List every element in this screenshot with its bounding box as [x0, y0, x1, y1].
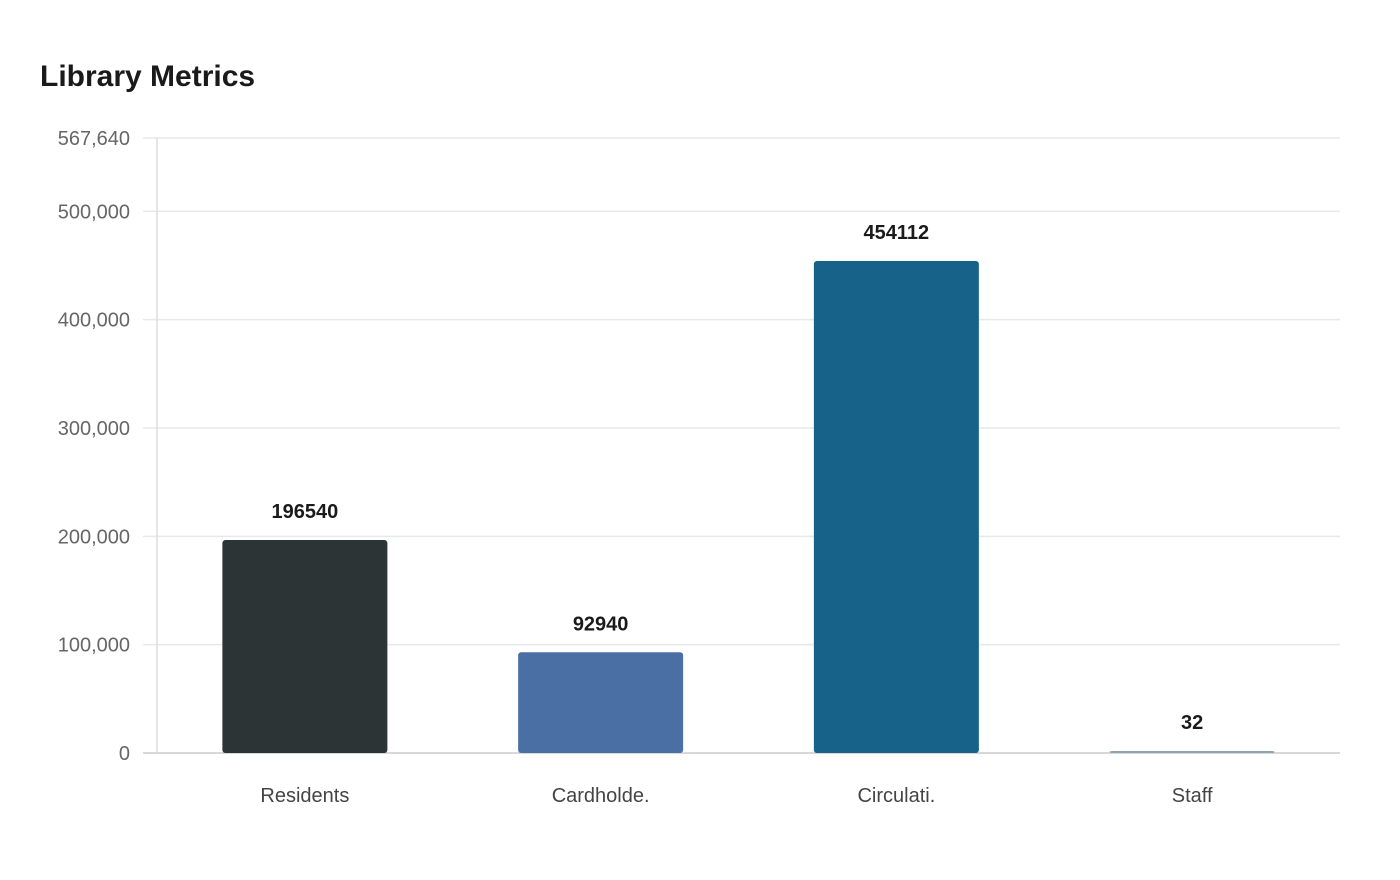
bar-cardholde [518, 652, 684, 753]
x-tick-label: Staff [1172, 785, 1213, 807]
x-tick-label: Residents [260, 785, 349, 807]
y-tick-label: 0 [119, 743, 130, 765]
y-tick-label: 200,000 [58, 526, 130, 548]
bar-circulati [813, 261, 979, 753]
chart-title: Library Metrics [40, 60, 256, 93]
x-tick-label: Cardholde. [552, 785, 650, 807]
y-tick-label: 300,000 [58, 418, 130, 440]
data-label: 196540 [272, 501, 339, 523]
bar-residents [222, 540, 388, 753]
x-tick-label: Circulati. [857, 785, 935, 807]
y-tick-label: 100,000 [58, 635, 130, 657]
y-tick-label: 500,000 [58, 201, 130, 223]
data-label: 32 [1181, 712, 1203, 734]
data-label: 92940 [573, 613, 629, 635]
y-tick-label: 567,640 [58, 128, 130, 150]
data-label: 454112 [864, 222, 930, 244]
bar-staff [1109, 751, 1275, 753]
y-tick-label: 400,000 [58, 310, 130, 332]
